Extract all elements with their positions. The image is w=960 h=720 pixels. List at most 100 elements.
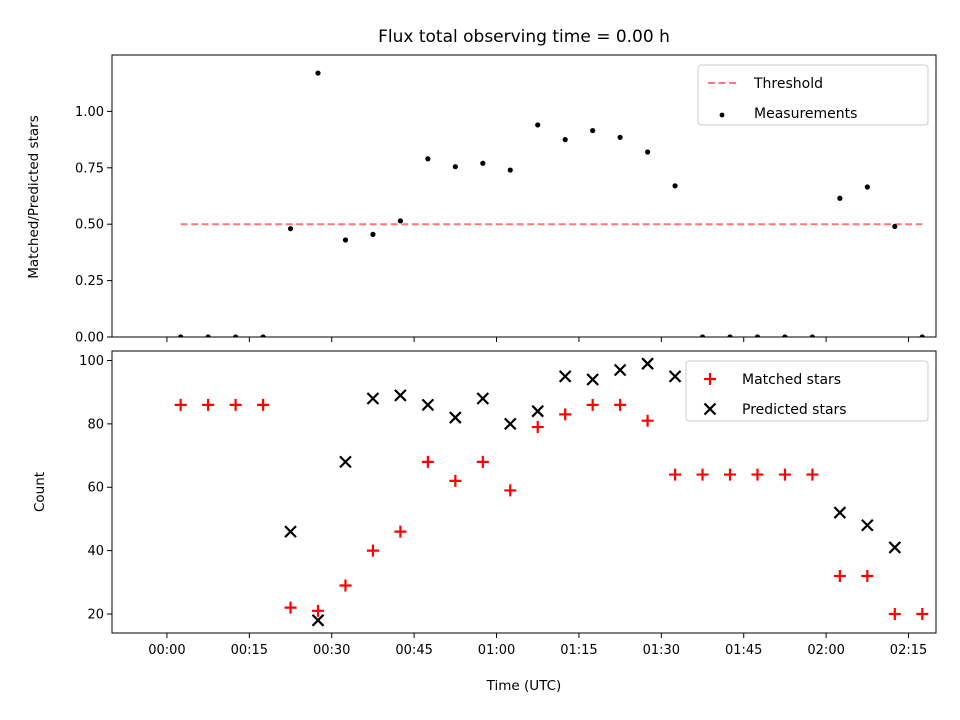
measurements-point	[507, 167, 513, 173]
measurements-point	[342, 237, 349, 243]
measurements-point	[535, 122, 541, 128]
measurements-point	[233, 334, 239, 337]
matched-stars-point	[916, 607, 929, 620]
measurements-point	[452, 164, 458, 170]
predicted-stars-point	[668, 370, 682, 383]
measurements-point	[699, 334, 706, 337]
matched-stars-point	[257, 398, 270, 411]
x-axis-label: Time (UTC)	[486, 678, 562, 694]
measurements-point	[617, 134, 623, 140]
plot-marks	[178, 70, 925, 337]
x-tick-label: 01:30	[643, 643, 680, 658]
matched-stars-point	[366, 544, 379, 557]
measurements-point	[645, 149, 651, 155]
predicted-stars-point	[311, 614, 325, 627]
x-tick-label: 01:15	[560, 643, 597, 658]
matched-stars-point	[339, 579, 352, 592]
axes-frame	[111, 350, 937, 634]
matched-stars-point	[586, 398, 599, 411]
legend-box	[685, 360, 929, 422]
legend-handle	[703, 402, 717, 416]
measurements-point	[782, 334, 788, 337]
matched-stars-point	[778, 468, 791, 481]
legend-handle	[704, 373, 716, 385]
matched-stars-point	[724, 468, 736, 481]
matched-stars-point	[449, 474, 462, 487]
predicted-stars-point	[861, 518, 874, 532]
measurements-point	[672, 183, 678, 189]
predicted-stars-point	[833, 506, 847, 519]
matched-stars-point	[806, 468, 819, 481]
bottom-y-axis-label: Count	[32, 472, 48, 512]
matched-stars-point	[229, 398, 242, 411]
predicted-stars-point	[339, 455, 352, 469]
matched-stars-point	[284, 601, 297, 614]
x-tick-label: 01:45	[725, 643, 762, 658]
legend-handle	[719, 112, 725, 118]
measurements-point	[480, 160, 486, 166]
matched-stars-point	[531, 421, 544, 434]
x-tick-label: 00:00	[148, 643, 185, 658]
matched-stars-point	[751, 468, 764, 481]
matched-stars-point	[559, 408, 572, 421]
matched-stars-point	[641, 414, 654, 427]
predicted-stars-point	[449, 411, 462, 424]
predicted-stars-point	[366, 392, 380, 405]
measurements-point	[287, 226, 294, 232]
top-panel: 0.00 0.25 0.50 0.75 1.00 Threshold Measurement…	[75, 54, 937, 346]
matched-stars-point	[614, 398, 627, 411]
x-tick-label: 00:30	[313, 643, 350, 658]
measurements-point	[590, 127, 596, 134]
y-tick-label: 0.00	[75, 331, 104, 346]
plot-marks	[174, 357, 929, 627]
top-y-axis-label: Matched/Predicted stars	[26, 115, 42, 278]
predicted-stars-point	[394, 389, 407, 402]
measurements-point	[425, 156, 431, 162]
predicted-stars-point	[888, 541, 902, 554]
x-tick-label: 02:00	[807, 643, 844, 658]
matched-stars-point	[833, 569, 846, 582]
measurements-point	[919, 334, 925, 337]
matched-stars-point	[394, 525, 407, 538]
predicted-stars-point	[613, 363, 627, 377]
measurements-point	[809, 334, 815, 337]
x-tick-label: 00:15	[231, 643, 268, 658]
y-tick-label: 1.00	[75, 105, 104, 120]
chart-title: Flux total observing time = 0.00 h	[378, 27, 670, 47]
legend-box	[697, 64, 929, 126]
predicted-stars-point	[503, 417, 517, 431]
measurements-point	[892, 223, 898, 230]
legend-label: Predicted stars	[742, 402, 847, 418]
x-tick-label: 01:00	[478, 643, 515, 658]
measurements-point	[178, 334, 184, 337]
y-tick-label: 0.25	[75, 274, 104, 289]
predicted-stars-point	[558, 370, 572, 383]
x-tick-label: 00:45	[395, 643, 432, 658]
measurements-point	[864, 184, 870, 190]
bottom-panel: 00:00 00:15 00:30 00:45 01:00 01:15 01:30 01:45…	[79, 350, 937, 658]
predicted-stars-point	[531, 404, 545, 418]
measurements-point	[727, 334, 733, 337]
matched-stars-point	[669, 468, 682, 481]
predicted-stars-point	[586, 373, 599, 386]
measurements-point	[370, 231, 376, 237]
y-tick-label: 0.75	[75, 161, 104, 176]
matched-stars-point	[476, 455, 489, 468]
y-tick-label: 80	[87, 417, 104, 432]
predicted-stars-point	[476, 392, 490, 405]
legend-label: Measurements	[754, 106, 857, 122]
legend-label: Matched stars	[742, 372, 841, 388]
matched-stars-point	[174, 398, 187, 411]
measurements-point	[562, 137, 568, 143]
y-tick-label: 0.50	[75, 218, 104, 233]
measurements-point	[315, 70, 321, 76]
matched-stars-point	[421, 455, 434, 468]
y-tick-label: 40	[87, 544, 104, 559]
matched-stars-point	[504, 484, 517, 497]
measurements-point	[837, 195, 843, 201]
matched-stars-point	[312, 604, 324, 617]
y-tick-label: 60	[87, 481, 104, 496]
x-tick-label: 02:15	[890, 643, 927, 658]
matched-stars-point	[888, 607, 901, 620]
